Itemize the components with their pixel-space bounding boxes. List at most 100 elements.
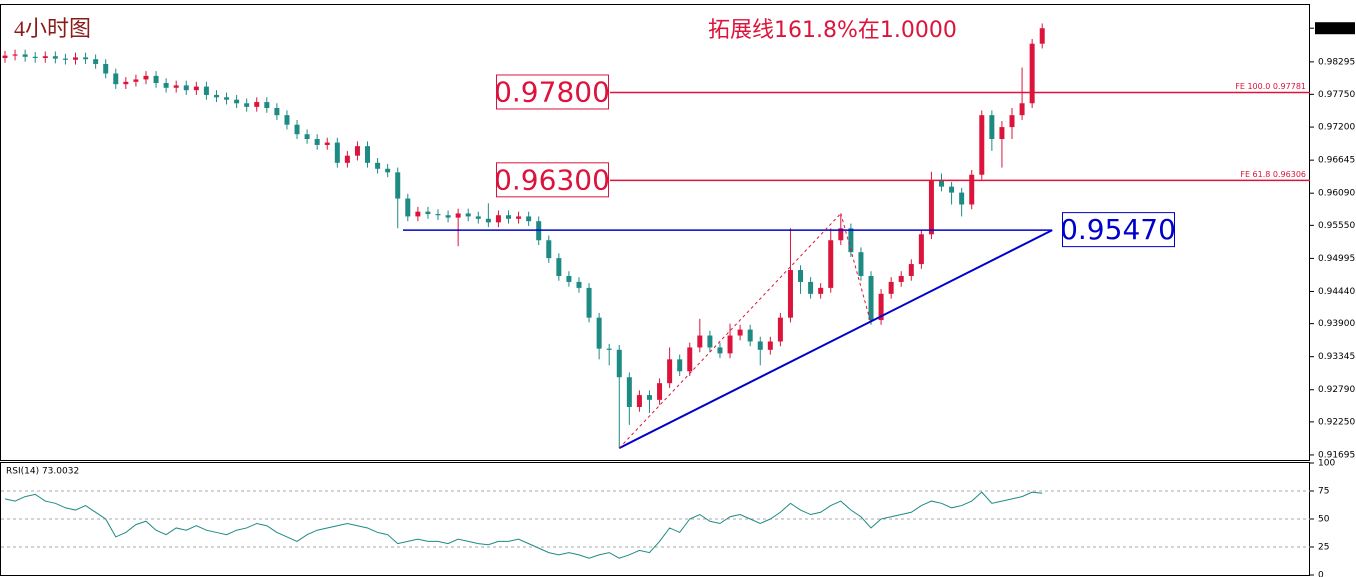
candle-body bbox=[646, 395, 652, 400]
candle-body bbox=[747, 329, 753, 342]
candle-body bbox=[787, 270, 793, 318]
y-tick-label: 0.96090 bbox=[1318, 189, 1355, 199]
y-tick-label: 0.93900 bbox=[1318, 319, 1355, 329]
candle-body bbox=[969, 174, 975, 205]
candle-body bbox=[959, 192, 965, 205]
candle-body bbox=[546, 240, 552, 259]
candle-body bbox=[1009, 115, 1015, 128]
candle-body bbox=[244, 103, 250, 107]
candle-body bbox=[203, 86, 209, 95]
candle-body bbox=[848, 228, 854, 253]
candle-body bbox=[375, 162, 381, 169]
candle-body bbox=[2, 55, 8, 59]
y-tick-label: 0.95550 bbox=[1318, 221, 1355, 231]
fe-level-label: FE 61.8 0.96306 bbox=[1240, 170, 1306, 179]
candle-body bbox=[737, 329, 743, 336]
candle-body bbox=[667, 359, 673, 384]
candle-body bbox=[183, 85, 189, 91]
fe-dashed-line bbox=[840, 213, 872, 324]
y-tick-label: 0.93345 bbox=[1318, 352, 1355, 362]
candle-body bbox=[143, 75, 149, 80]
candle-body bbox=[314, 138, 320, 145]
candle-body bbox=[425, 211, 431, 215]
last-price-box bbox=[1315, 22, 1355, 35]
candle-body bbox=[274, 108, 280, 116]
candle-body bbox=[284, 115, 290, 125]
candle-body bbox=[1029, 43, 1035, 104]
candle-body bbox=[838, 228, 844, 241]
chart-subtitle: 拓展线161.8%在1.0000 bbox=[708, 18, 957, 43]
candle-body bbox=[949, 186, 955, 193]
y-tick-label: 0.94995 bbox=[1318, 254, 1355, 264]
rsi-tick-label: 50 bbox=[1318, 515, 1330, 525]
candle-body bbox=[445, 215, 451, 218]
candle-body bbox=[334, 142, 340, 163]
candle-body bbox=[385, 168, 391, 173]
level-box-label: 0.96300 bbox=[494, 163, 610, 196]
candle-body bbox=[465, 213, 471, 217]
candle-body bbox=[516, 216, 522, 219]
candle-body bbox=[677, 359, 683, 372]
y-tick-label: 0.97750 bbox=[1318, 90, 1355, 100]
candle-body bbox=[636, 395, 642, 407]
candle-body bbox=[495, 215, 501, 223]
candle-body bbox=[596, 317, 602, 349]
y-tick-label: 0.92790 bbox=[1318, 385, 1355, 395]
candle-body bbox=[868, 275, 874, 321]
candle-body bbox=[304, 134, 310, 139]
price-frame bbox=[0, 4, 1310, 461]
candle-body bbox=[123, 81, 129, 85]
y-tick-label: 0.94440 bbox=[1318, 287, 1355, 297]
rsi-tick-label: 100 bbox=[1318, 459, 1335, 469]
support-label: 0.95470 bbox=[1060, 213, 1176, 246]
candle-body bbox=[475, 216, 481, 219]
candle-body bbox=[224, 97, 230, 100]
candle-body bbox=[405, 198, 411, 217]
candle-body bbox=[103, 63, 109, 74]
candle-body bbox=[324, 142, 330, 145]
fe-level-label: FE 100.0 0.97781 bbox=[1235, 82, 1306, 91]
candle-body bbox=[365, 146, 371, 163]
support-box bbox=[1062, 212, 1175, 248]
candle-body bbox=[918, 234, 924, 265]
candle-body bbox=[697, 335, 703, 348]
candle-body bbox=[556, 258, 562, 276]
level-box bbox=[496, 74, 609, 110]
candle-body bbox=[717, 347, 723, 354]
candle-body bbox=[888, 281, 894, 294]
candle-body bbox=[566, 275, 572, 282]
candle-body bbox=[767, 341, 773, 350]
candle-body bbox=[989, 115, 995, 139]
candle-body bbox=[72, 57, 78, 60]
candle-body bbox=[828, 240, 834, 288]
candle-body bbox=[1019, 103, 1025, 116]
candle-body bbox=[193, 86, 199, 91]
candle-body bbox=[939, 180, 945, 187]
candle-body bbox=[254, 102, 260, 107]
candle-body bbox=[62, 58, 68, 60]
candle-body bbox=[798, 270, 804, 282]
candle-body bbox=[485, 218, 491, 223]
candle-body bbox=[455, 213, 461, 218]
rsi-tick-label: 0 bbox=[1318, 571, 1324, 577]
candle-body bbox=[707, 335, 713, 348]
rsi-tick-label: 25 bbox=[1318, 543, 1329, 553]
rsi-line bbox=[4, 491, 1043, 559]
candle-body bbox=[213, 94, 219, 98]
candle-body bbox=[42, 56, 48, 59]
candle-body bbox=[526, 216, 532, 222]
trendline bbox=[618, 229, 1053, 449]
y-tick-label: 0.92250 bbox=[1318, 417, 1355, 427]
candle-body bbox=[999, 127, 1005, 139]
candle-body bbox=[687, 347, 693, 372]
candle-body bbox=[908, 264, 914, 276]
candle-body bbox=[22, 54, 28, 57]
y-tick-label: 0.91695 bbox=[1318, 450, 1355, 460]
y-tick-label: 0.98295 bbox=[1318, 57, 1355, 67]
candle-body bbox=[757, 341, 763, 350]
y-tick-label: 0.97200 bbox=[1318, 123, 1355, 133]
candle-body bbox=[395, 172, 401, 199]
candle-body bbox=[294, 124, 300, 135]
candle-body bbox=[153, 75, 159, 84]
